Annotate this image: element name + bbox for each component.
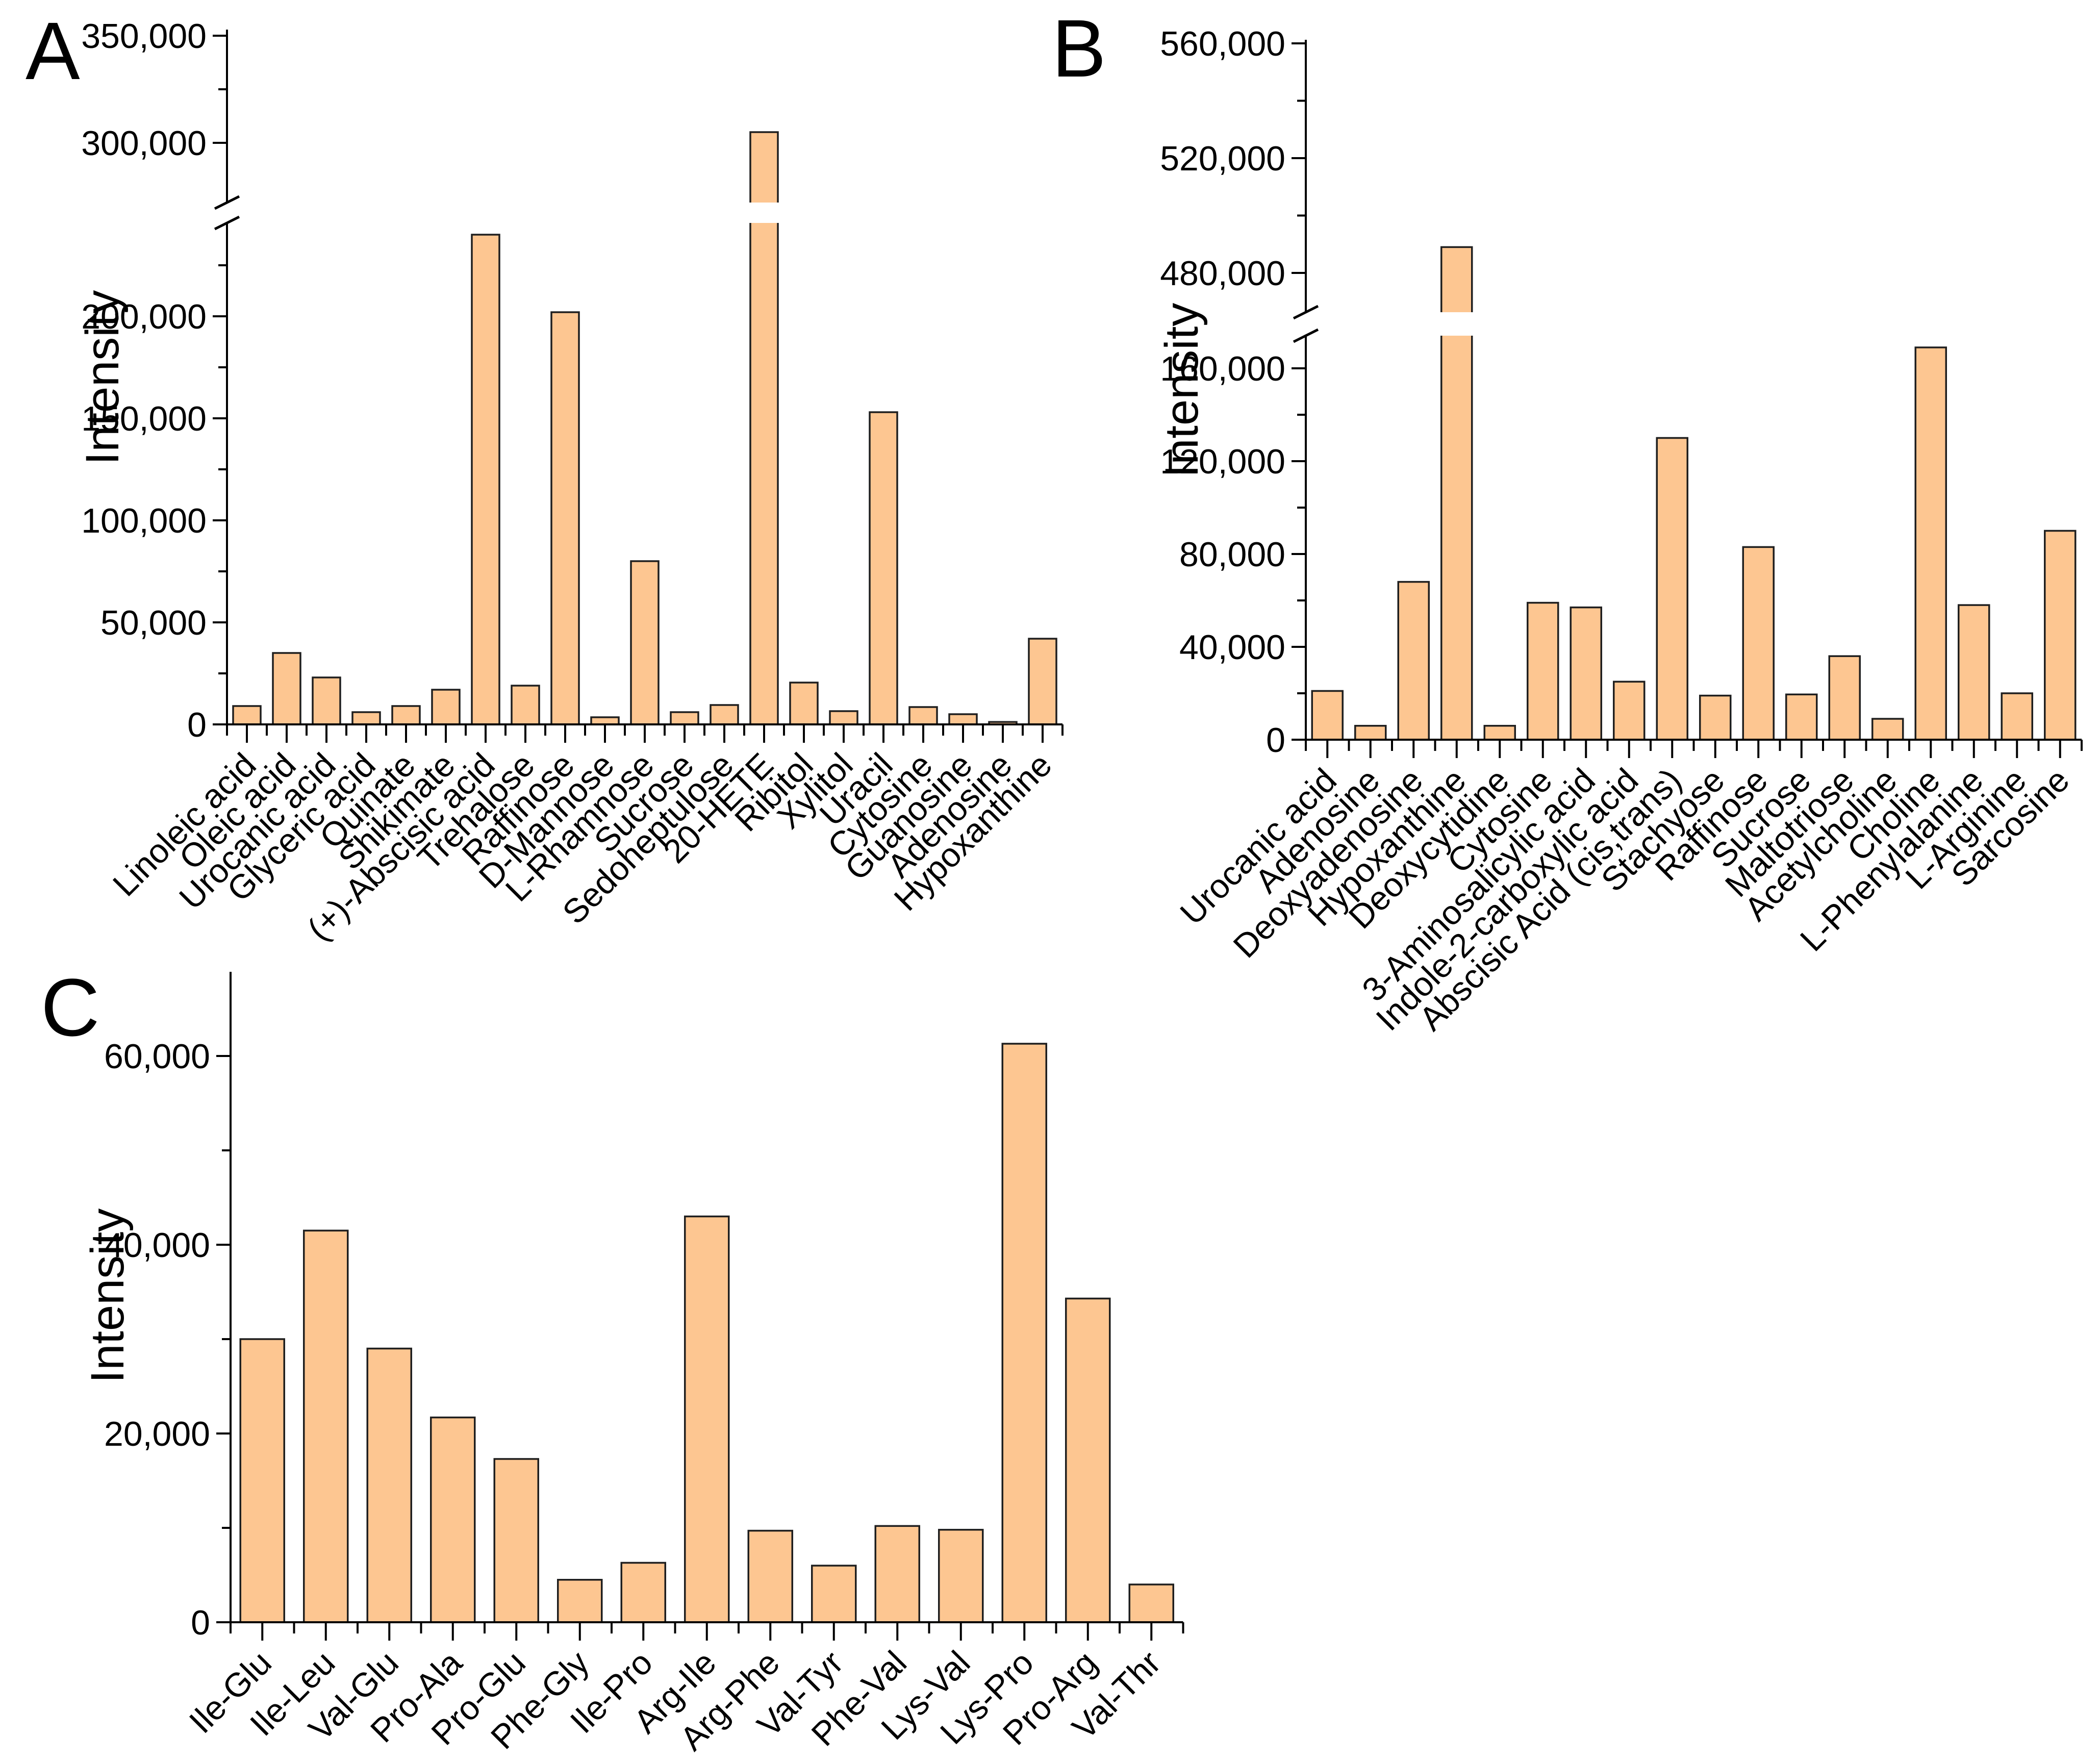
panel-a-plot: 0 50,000 100,000 150,000 200,000 300,000 350,0… xyxy=(81,17,1064,948)
bar-hypoxanthine xyxy=(1028,638,1057,725)
bar-pro-ala xyxy=(430,1416,476,1623)
bar-xylitol xyxy=(829,710,858,725)
y-tick-label: 100,000 xyxy=(81,501,207,540)
bar-sucrose xyxy=(1785,693,1818,741)
bar-urocanic-acid xyxy=(312,676,341,725)
y-tick-label: 80,000 xyxy=(1179,535,1285,574)
bar-l-rhamnose xyxy=(630,560,660,725)
y-tick-label: 0 xyxy=(187,706,207,744)
bar-arg-phe xyxy=(747,1529,793,1623)
bar-quinate xyxy=(391,705,421,725)
bar-sarcosine xyxy=(2044,530,2077,741)
y-tick-label: 350,000 xyxy=(81,17,207,56)
y-tick-label: 200,000 xyxy=(81,297,207,336)
bar-lys-val xyxy=(938,1528,984,1623)
bar-val-thr xyxy=(1128,1583,1174,1623)
bar-arg-ile xyxy=(684,1215,730,1623)
bar-uracil xyxy=(869,411,898,725)
bar-oleic-acid xyxy=(272,652,301,725)
bar-glyceric-acid xyxy=(351,711,381,725)
bar-cytosine xyxy=(1527,601,1559,741)
bar-guanosine xyxy=(948,713,978,725)
bar-sucrose xyxy=(670,711,699,725)
bar-ile-leu xyxy=(303,1229,349,1623)
bar-sedoheptulose xyxy=(710,704,739,725)
bar-raffinose xyxy=(1742,546,1775,741)
bar-trehalose xyxy=(511,685,540,725)
bar-val-tyr xyxy=(811,1565,857,1623)
bar-pro-glu xyxy=(493,1458,539,1623)
bar-indole-2-carboxylic-acid xyxy=(1613,681,1646,741)
bar-choline xyxy=(1914,346,1947,741)
bar-abscisic-acid xyxy=(471,234,500,725)
bar-pro-arg xyxy=(1065,1297,1111,1623)
panel-b-plot: 0 40,000 80,000 120,000 160,000 480,000 520,00… xyxy=(1160,24,2083,1038)
bar-phe-gly xyxy=(557,1579,603,1623)
bar-deoxyadenosine xyxy=(1397,581,1430,741)
bar-abscisic-acid-cis-trans xyxy=(1656,437,1688,741)
panel-c-letter: C xyxy=(41,962,100,1053)
bar-l-arginine xyxy=(2001,692,2033,741)
bar-deoxycytidine xyxy=(1483,724,1516,741)
bar-shikimate xyxy=(431,689,461,725)
y-tick-label: 40,000 xyxy=(104,1226,210,1265)
y-tick-label: 50,000 xyxy=(100,603,207,642)
y-tick-label: 300,000 xyxy=(81,124,207,163)
bar-acetylcholine xyxy=(1871,718,1904,741)
bar-d-mannose xyxy=(590,716,620,725)
panel-b-y-axis-title: Intensity xyxy=(1156,303,1208,478)
y-tick-label: 120,000 xyxy=(1160,442,1285,481)
panel-a: A Intensity 0 50,000 100,000 150,000 200,000… xyxy=(26,5,1064,948)
bar-val-glu xyxy=(366,1347,412,1623)
bar-ile-pro xyxy=(620,1562,666,1623)
bar-urocanic-acid xyxy=(1311,690,1344,741)
y-tick-label: 20,000 xyxy=(104,1415,210,1453)
bar-ribitol xyxy=(789,682,819,725)
axis-break-mark xyxy=(1293,305,1319,320)
y-tick-label: 60,000 xyxy=(104,1037,210,1076)
y-tick-label: 0 xyxy=(191,1603,210,1642)
bar-ile-glu xyxy=(239,1338,285,1623)
bar-maltotriose xyxy=(1828,655,1861,741)
axis-break-mark xyxy=(214,215,240,231)
bar-adenosine xyxy=(1354,724,1387,741)
bar-3-aminosalicylic-acid xyxy=(1570,606,1602,741)
y-tick-label: 560,000 xyxy=(1160,24,1285,63)
panel-a-y-axis-title: Intensity xyxy=(77,290,129,465)
y-tick-label: 0 xyxy=(1266,721,1285,760)
panel-b-letter: B xyxy=(1052,3,1106,94)
panel-c: C Intensity 020,00040,00060,000Ile-GluIl… xyxy=(41,962,1184,1757)
bar-break-gap xyxy=(748,203,780,223)
bar-phe-val xyxy=(874,1525,920,1623)
bar-linoleic-acid xyxy=(232,705,262,725)
bar-lys-pro xyxy=(1001,1043,1047,1623)
bar-raffinose xyxy=(550,311,580,725)
y-tick-label: 480,000 xyxy=(1160,254,1285,293)
bar-stachyose xyxy=(1699,694,1732,741)
bar-20-hete xyxy=(749,131,779,725)
y-tick-label: 520,000 xyxy=(1160,139,1285,178)
y-tick-label: 160,000 xyxy=(1160,349,1285,388)
y-tick-label: 150,000 xyxy=(81,399,207,438)
panel-c-plot: 020,00040,00060,000Ile-GluIle-LeuVal-Glu… xyxy=(104,972,1184,1757)
bar-break-gap xyxy=(1439,312,1474,336)
panel-a-letter: A xyxy=(26,5,80,96)
bar-cytosine xyxy=(908,706,938,725)
panel-b: B Intensity 0 40,000 80,000 120,000 160,000 4… xyxy=(1052,3,2083,1038)
y-tick-label: 40,000 xyxy=(1179,628,1285,667)
axis-break-mark xyxy=(1293,328,1319,343)
panel-c-y-axis-title: Intensity xyxy=(82,1209,134,1383)
axis-break-mark xyxy=(214,195,240,210)
bar-l-phenylalanine xyxy=(1958,604,1990,741)
